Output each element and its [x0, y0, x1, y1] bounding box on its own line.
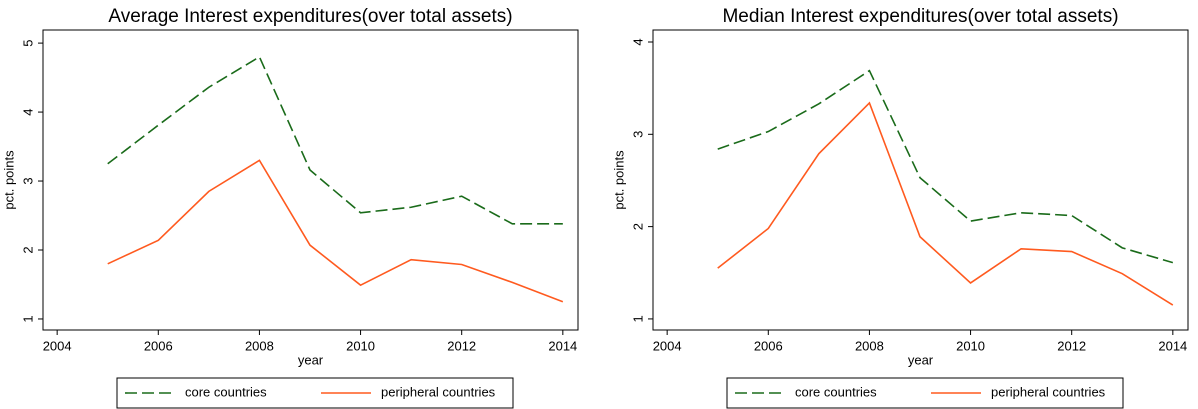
y-tick-label: 1: [630, 315, 645, 322]
x-axis-label: year: [298, 352, 324, 367]
x-tick-label: 2004: [43, 338, 72, 353]
y-tick-label: 4: [630, 38, 645, 45]
x-tick-label: 2012: [447, 338, 476, 353]
x-tick-label: 2006: [754, 338, 783, 353]
chart-title: Average Interest expenditures(over total…: [108, 6, 512, 27]
y-tick-label: 3: [630, 131, 645, 138]
x-tick-label: 2012: [1057, 338, 1086, 353]
y-tick-label: 2: [20, 246, 35, 253]
series-line: [717, 69, 1174, 264]
x-tick-label: 2008: [855, 338, 884, 353]
x-axis-label: year: [908, 352, 934, 367]
x-tick-label: 2014: [548, 338, 577, 353]
legend-label: core countries: [795, 384, 877, 399]
series-line: [107, 55, 563, 225]
plot-frame: [42, 29, 579, 331]
legend-box: [116, 377, 514, 409]
y-tick-label: 4: [20, 108, 35, 115]
legend-label: peripheral countries: [381, 384, 496, 399]
legend-label: peripheral countries: [991, 384, 1106, 399]
chart: Average Interest expenditures(over total…: [1, 6, 579, 409]
y-tick-label: 5: [20, 39, 35, 46]
y-tick-label: 2: [630, 223, 645, 230]
chart-title: Median Interest expenditures(over total …: [722, 6, 1118, 27]
y-tick-label: 1: [20, 315, 35, 322]
x-tick-label: 2008: [245, 338, 274, 353]
y-axis-label: pct. points: [1, 150, 16, 210]
y-axis-label: pct. points: [611, 150, 626, 210]
x-tick-label: 2004: [653, 338, 682, 353]
legend-label: core countries: [185, 384, 267, 399]
plot-frame: [652, 29, 1189, 331]
x-tick-label: 2006: [144, 338, 173, 353]
series-line: [717, 101, 1174, 306]
x-tick-label: 2010: [956, 338, 985, 353]
x-tick-label: 2014: [1158, 338, 1187, 353]
chart: Median Interest expenditures(over total …: [611, 6, 1189, 409]
series-line: [107, 159, 564, 303]
x-tick-label: 2010: [346, 338, 375, 353]
y-tick-label: 3: [20, 177, 35, 184]
legend-box: [726, 377, 1124, 409]
